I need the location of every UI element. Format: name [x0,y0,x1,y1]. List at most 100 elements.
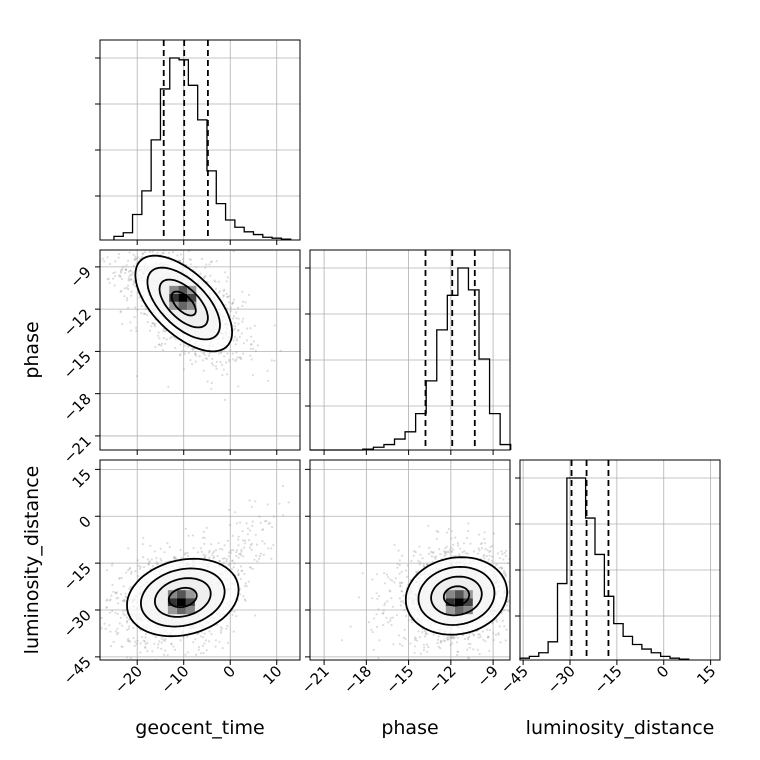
sample-point [128,618,131,621]
sample-point [446,550,449,553]
sample-point [115,597,118,600]
sample-point [120,645,123,648]
sample-point [498,557,501,560]
sample-point [141,252,144,255]
sample-point [244,542,247,545]
sample-point [439,553,442,556]
sample-point [223,557,226,560]
sample-point [447,638,450,641]
sample-point [515,628,517,630]
sample-point [214,645,217,648]
sample-point [146,641,149,645]
sample-point [423,630,426,633]
sample-point [139,565,142,569]
sample-point [187,345,190,349]
sample-point [399,584,402,587]
sample-point [221,548,224,551]
sample-point [181,258,184,261]
x-tick-label: 0 [653,662,672,681]
sample-point [122,613,125,616]
sample-point [127,284,130,287]
sample-point [200,550,203,553]
sample-point [451,642,454,645]
sample-point [425,631,428,634]
sample-point [254,614,257,617]
sample-point [371,631,374,634]
sample-point [497,632,500,635]
sample-point [136,256,140,259]
sample-point [203,353,206,356]
sample-point [240,569,243,572]
sample-point [398,597,401,600]
sample-point [127,279,130,282]
sample-point [134,570,137,573]
density-cell [454,590,464,599]
sample-point [210,381,213,385]
sample-point [234,343,237,346]
sample-point [226,641,230,645]
sample-point [371,578,374,581]
sample-point [258,515,261,518]
sample-point [396,562,399,566]
sample-point [237,328,240,332]
sample-point [226,276,229,279]
sample-point [234,325,237,328]
sample-point [138,296,141,299]
sample-point [484,548,487,551]
sample-point [179,353,182,356]
sample-point [250,335,253,338]
sample-point [217,352,220,355]
sample-point [255,554,258,557]
sample-point [266,369,269,372]
sample-point [207,640,211,643]
density-cell [169,293,179,302]
sample-point [453,636,456,639]
sample-point [130,572,133,575]
sample-point [210,543,213,546]
sample-point [74,606,76,608]
sample-point [118,577,121,580]
sample-point [244,599,247,602]
sample-point [237,538,240,541]
sample-point [513,586,515,588]
sample-point [462,677,464,679]
sample-point [437,530,440,534]
sample-point [203,276,206,280]
sample-point [141,665,143,667]
sample-point [215,360,218,363]
sample-point [127,277,130,280]
sample-point [451,637,454,640]
sample-point [256,560,259,563]
gridlines [520,460,720,660]
sample-point [189,246,191,248]
sample-point [245,522,248,525]
sample-point [178,259,181,262]
sample-point [397,634,401,637]
sample-point [245,585,248,588]
sample-point [415,639,419,642]
sample-point [458,553,461,556]
sample-point [552,579,554,581]
sample-point [383,604,386,607]
sample-point [466,648,469,651]
histogram-panel-luminosity-distance: −45 −30 −15 0 15 [497,459,721,697]
sample-point [240,569,244,572]
sample-point [237,535,240,538]
sample-point [404,637,407,640]
sample-point [191,362,194,366]
sample-point [159,344,163,347]
sample-point [495,618,498,621]
sample-point [449,549,452,552]
sample-point [447,551,450,554]
sample-point [504,573,507,577]
sample-point [158,640,161,643]
sample-point [480,547,483,550]
sample-point [116,627,119,630]
y-tick-label: −9 [66,263,94,291]
sample-point [149,544,152,547]
sample-point [456,636,459,639]
sample-point [471,632,474,635]
sample-point [482,555,485,558]
sample-point [466,636,469,639]
sample-point [135,329,138,333]
